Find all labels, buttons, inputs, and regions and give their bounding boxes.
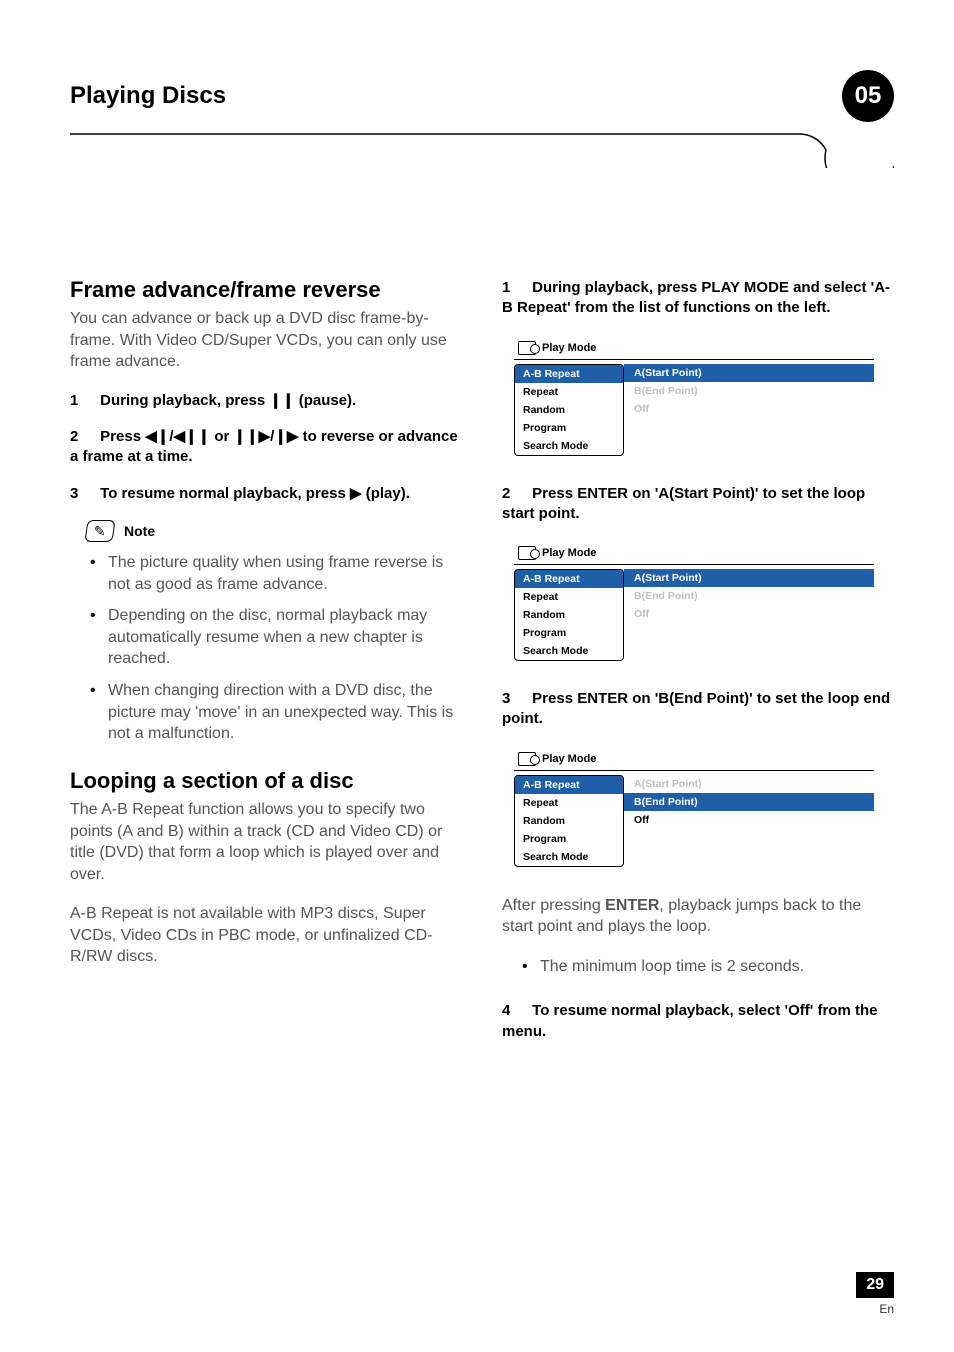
playmode-right-list: A(Start Point)B(End Point)Off (624, 360, 874, 456)
page-footer: 29 En (856, 1272, 894, 1316)
step-text: To resume normal playback, select 'Off' … (502, 1002, 877, 1039)
playmode-right-list: A(Start Point)B(End Point)Off (624, 565, 874, 661)
section-title: Playing Discs (70, 82, 226, 110)
right-step-3: 3 Press ENTER on 'B(End Point)' to set t… (502, 689, 894, 730)
text-bold: ENTER (605, 897, 659, 914)
intro-looping-1: The A-B Repeat function allows you to sp… (70, 799, 462, 885)
chapter-badge: 05 (842, 70, 894, 122)
step-text: Press ◀❙/◀❙❙ or ❙❙▶/❙▶ to reverse or adv… (70, 428, 458, 465)
playmode-icon (518, 546, 536, 560)
playmode-right-item: Off (624, 811, 874, 829)
bullet-item: The minimum loop time is 2 seconds. (526, 956, 894, 978)
step-number: 3 (502, 689, 528, 709)
playmode-right-item: A(Start Point) (624, 569, 874, 587)
playmode-title: Play Mode (514, 335, 874, 359)
topic-looping: Looping a section of a disc (70, 769, 462, 793)
playmode-left-item: Random (515, 812, 623, 830)
page-lang: En (856, 1302, 894, 1316)
intro-frame-advance: You can advance or back up a DVD disc fr… (70, 308, 462, 373)
playmode-body: A-B RepeatRepeatRandomProgramSearch Mode… (514, 770, 874, 867)
playmode-left-item: A-B Repeat (515, 570, 623, 588)
playmode-left-item: Repeat (515, 588, 623, 606)
loop-bullets: The minimum loop time is 2 seconds. (502, 956, 894, 978)
playmode-left-item: Search Mode (515, 848, 623, 866)
playmode-left-item: Random (515, 606, 623, 624)
text-part: After pressing (502, 897, 605, 914)
playmode-left-item: Program (515, 830, 623, 848)
playmode-left-list: A-B RepeatRepeatRandomProgramSearch Mode (514, 775, 624, 867)
note-icon: ✎ (84, 520, 115, 542)
step-text: To resume normal playback, press ▶ (play… (100, 485, 410, 502)
playmode-box-1: Play Mode A-B RepeatRepeatRandomProgramSe… (514, 335, 874, 456)
right-step-2: 2 Press ENTER on 'A(Start Point)' to set… (502, 484, 894, 525)
playmode-title-text: Play Mode (542, 342, 596, 354)
playmode-body: A-B RepeatRepeatRandomProgramSearch Mode… (514, 359, 874, 456)
intro-looping-2: A-B Repeat is not available with MP3 dis… (70, 903, 462, 968)
playmode-right-item: Off (624, 605, 874, 623)
playmode-icon (518, 341, 536, 355)
step-text: Press ENTER on 'B(End Point)' to set the… (502, 690, 890, 727)
step-text: During playback, press PLAY MODE and sel… (502, 279, 890, 316)
bullet-item: The picture quality when using frame rev… (94, 552, 462, 595)
step-number: 4 (502, 1001, 528, 1021)
playmode-left-item: Program (515, 419, 623, 437)
playmode-left-item: Search Mode (515, 642, 623, 660)
step-text: Press ENTER on 'A(Start Point)' to set t… (502, 485, 865, 522)
left-column: Frame advance/frame reverse You can adva… (70, 278, 462, 1058)
playmode-right-item: B(End Point) (624, 382, 874, 400)
note-label: Note (124, 523, 155, 539)
playmode-right-item: A(Start Point) (624, 364, 874, 382)
after-enter-text: After pressing ENTER, playback jumps bac… (502, 895, 894, 938)
left-step-3: 3 To resume normal playback, press ▶ (pl… (70, 484, 462, 504)
step-number: 3 (70, 484, 96, 504)
header-row: Playing Discs 05 (70, 70, 894, 122)
page-number: 29 (856, 1272, 894, 1298)
topic-frame-advance: Frame advance/frame reverse (70, 278, 462, 302)
playmode-right-item: B(End Point) (624, 587, 874, 605)
left-step-1: 1 During playback, press ❙❙ (pause). (70, 391, 462, 411)
step-number: 1 (70, 391, 96, 411)
playmode-box-2: Play Mode A-B RepeatRepeatRandomProgramSe… (514, 540, 874, 661)
playmode-icon (518, 752, 536, 766)
playmode-body: A-B RepeatRepeatRandomProgramSearch Mode… (514, 564, 874, 661)
playmode-left-item: Random (515, 401, 623, 419)
bullet-item: Depending on the disc, normal playback m… (94, 605, 462, 670)
playmode-title: Play Mode (514, 746, 874, 770)
playmode-title: Play Mode (514, 540, 874, 564)
playmode-left-list: A-B RepeatRepeatRandomProgramSearch Mode (514, 569, 624, 661)
playmode-left-item: Repeat (515, 794, 623, 812)
step-number: 1 (502, 278, 528, 298)
content-columns: Frame advance/frame reverse You can adva… (70, 278, 894, 1058)
playmode-left-item: A-B Repeat (515, 776, 623, 794)
playmode-right-item: A(Start Point) (624, 775, 874, 793)
bullet-item: When changing direction with a DVD disc,… (94, 680, 462, 745)
right-step-4: 4 To resume normal playback, select 'Off… (502, 1001, 894, 1042)
playmode-left-list: A-B RepeatRepeatRandomProgramSearch Mode (514, 364, 624, 456)
note-bullets: The picture quality when using frame rev… (70, 552, 462, 745)
note-header: ✎ Note (86, 520, 462, 542)
header-rule (70, 132, 894, 168)
playmode-left-item: Search Mode (515, 437, 623, 455)
playmode-box-3: Play Mode A-B RepeatRepeatRandomProgramSe… (514, 746, 874, 867)
right-step-1: 1 During playback, press PLAY MODE and s… (502, 278, 894, 319)
playmode-left-item: A-B Repeat (515, 365, 623, 383)
playmode-title-text: Play Mode (542, 547, 596, 559)
step-number: 2 (70, 427, 96, 447)
playmode-right-item: B(End Point) (624, 793, 874, 811)
right-column: 1 During playback, press PLAY MODE and s… (502, 278, 894, 1058)
playmode-left-item: Repeat (515, 383, 623, 401)
playmode-right-item: Off (624, 400, 874, 418)
left-step-2: 2 Press ◀❙/◀❙❙ or ❙❙▶/❙▶ to reverse or a… (70, 427, 462, 468)
step-number: 2 (502, 484, 528, 504)
playmode-left-item: Program (515, 624, 623, 642)
step-text: During playback, press ❙❙ (pause). (100, 392, 356, 409)
playmode-right-list: A(Start Point)B(End Point)Off (624, 771, 874, 867)
playmode-title-text: Play Mode (542, 753, 596, 765)
